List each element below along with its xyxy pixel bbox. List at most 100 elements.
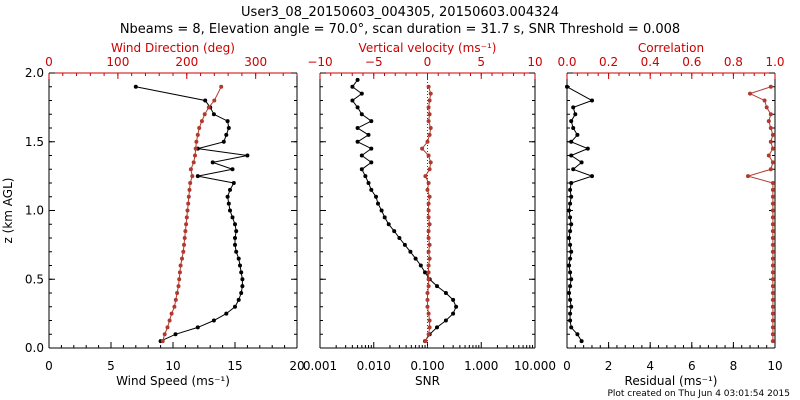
data-point-snr [355,77,360,82]
data-point-vertical-velocity [426,263,431,268]
data-point-residual [567,236,572,240]
data-point-snr [402,242,407,247]
y-tick-label: 0.5 [25,272,44,286]
data-point-vertical-velocity [427,242,432,247]
data-point-snr [355,105,360,110]
data-point-vertical-velocity [426,249,431,254]
data-point-residual [590,98,594,103]
data-point-residual [568,229,573,234]
data-point-wind-direction [178,263,183,268]
data-point-wind-direction [162,332,167,337]
top-tick-label: 0.0 [557,55,576,69]
x-tick-label: 1.000 [464,359,498,373]
data-point-wind-speed [228,208,232,213]
data-point-wind-speed [226,201,231,206]
data-point-wind-direction [175,291,180,295]
top-tick-label: 0.2 [599,55,618,69]
data-point-vertical-velocity [426,201,431,206]
data-point-correlation [766,119,771,124]
data-point-snr [359,112,364,117]
data-point-correlation [748,91,752,96]
data-point-correlation [770,187,775,192]
x-tick-label: 0 [563,359,571,373]
data-point-residual [567,263,572,268]
data-point-wind-direction [184,215,189,220]
data-point-wind-speed [211,112,216,117]
top-tick-label: 200 [175,55,198,69]
data-point-wind-speed [230,167,235,172]
data-point-snr [363,174,368,179]
data-point-residual [569,304,574,309]
data-point-snr [350,98,355,103]
data-point-wind-speed [240,284,245,289]
data-point-residual [569,153,574,158]
data-point-residual [571,105,576,110]
data-point-vertical-velocity [427,194,432,199]
data-point-residual [569,139,574,144]
data-point-wind-direction [167,318,172,323]
data-point-vertical-velocity [427,167,432,172]
data-point-wind-direction [199,119,204,124]
x-tick-label: 8 [730,359,738,373]
data-point-vertical-velocity [426,229,431,234]
data-point-vertical-velocity [425,297,430,302]
y-tick-label: 1.0 [25,204,44,218]
wind-panel: 0 5 10 15 20 Wind Speed (ms⁻¹) 0 100 200 300 Wind … [1,41,305,388]
plot-created-footer: Plot created on Thu Jun 4 03:01:54 2015 [607,389,790,399]
data-point-wind-speed [230,215,235,220]
data-point-residual [571,126,576,130]
top-tick-label: 100 [106,55,129,69]
data-point-wind-speed [173,332,178,337]
data-point-wind-speed [210,160,215,165]
data-point-wind-speed [233,242,237,247]
data-point-snr [359,153,364,158]
data-point-residual [579,160,584,165]
y-axis-label: z (km AGL) [1,178,15,244]
data-point-residual [590,174,594,179]
data-point-snr [443,318,448,323]
data-point-wind-direction [181,249,186,254]
data-point-residual [565,84,569,89]
data-point-wind-direction [193,146,198,151]
data-point-vertical-velocity [426,181,431,185]
data-point-residual [568,215,573,220]
data-point-correlation [764,105,769,110]
data-point-residual [569,325,574,330]
data-point-snr [451,297,456,302]
series-line-wind-speed [135,86,248,342]
data-point-correlation [770,242,775,247]
data-point-wind-speed [203,98,208,103]
data-point-residual [567,208,572,213]
data-point-wind-speed [224,311,229,316]
figure-title-line1: User3_08_20150603_004305, 20150603.00432… [241,5,559,20]
data-point-vertical-velocity [426,84,431,89]
data-point-residual [573,112,578,117]
top-axis-label: Correlation [638,41,704,55]
data-point-snr [379,208,384,213]
data-point-vertical-velocity [425,187,430,192]
data-point-wind-direction [188,167,193,172]
data-point-wind-speed [195,325,200,330]
top-tick-label: 10 [527,55,542,69]
data-point-residual [569,249,574,254]
x-tick-label: 10 [165,359,180,373]
top-tick-label: 0.6 [682,55,701,69]
series-line-snr [351,79,457,342]
data-point-vertical-velocity [427,325,432,330]
series-line-vertical-velocity [421,86,432,342]
data-point-vertical-velocity [426,105,431,110]
y-tick-label: 0.0 [25,341,44,355]
data-point-residual [568,242,573,247]
data-point-vertical-velocity [426,270,431,275]
data-point-residual [569,222,574,227]
data-point-wind-speed [233,236,237,240]
data-point-wind-speed [225,119,230,124]
data-point-wind-speed [240,277,245,282]
data-point-wind-direction [191,160,196,165]
data-point-correlation [770,181,775,185]
x-tick-label: 10.000 [514,359,556,373]
data-point-wind-speed [233,304,237,309]
data-point-wind-direction [186,194,191,199]
data-point-residual [568,311,573,316]
data-point-snr [435,284,439,289]
